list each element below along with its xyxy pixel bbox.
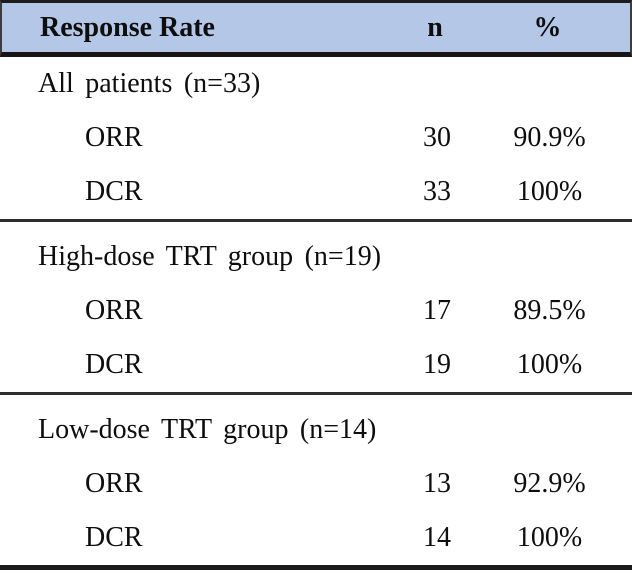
metric-label: DCR <box>85 176 143 207</box>
percent-value: 100% <box>516 522 583 553</box>
n-value: 33 <box>423 176 451 207</box>
table-row: DCR 19 100% <box>0 338 632 392</box>
table-row: DCR 14 100% <box>0 511 632 565</box>
group-label-row: High-dose TRT group (n=19) <box>0 230 632 284</box>
group-label: Low-dose TRT group (n=14) <box>38 414 377 445</box>
n-value: 30 <box>423 122 451 153</box>
group-label: All patients (n=33) <box>38 68 261 99</box>
section-all-patients: All patients (n=33) ORR 30 90.9% DCR 33 … <box>0 57 632 219</box>
metric-label: DCR <box>85 522 143 553</box>
metric-label: ORR <box>85 295 143 326</box>
table-row: DCR 33 100% <box>0 165 632 219</box>
header-response-rate: Response Rate <box>40 11 215 43</box>
header-percent: % <box>533 11 562 43</box>
table-row: ORR 13 92.9% <box>0 457 632 511</box>
n-value: 13 <box>423 468 451 499</box>
n-value: 17 <box>423 295 451 326</box>
group-label: High-dose TRT group (n=19) <box>38 241 382 272</box>
section-low-dose: Low-dose TRT group (n=14) ORR 13 92.9% D… <box>0 392 632 565</box>
metric-label: ORR <box>85 122 143 153</box>
percent-value: 89.5% <box>513 295 586 326</box>
percent-value: 100% <box>516 349 583 380</box>
metric-label: DCR <box>85 349 143 380</box>
percent-value: 92.9% <box>513 468 586 499</box>
table-row: ORR 17 89.5% <box>0 284 632 338</box>
n-value: 19 <box>423 349 451 380</box>
group-label-row: Low-dose TRT group (n=14) <box>0 403 632 457</box>
table-header-row: Response Rate n % <box>0 0 632 57</box>
header-n: n <box>427 11 443 43</box>
metric-label: ORR <box>85 468 143 499</box>
group-label-row: All patients (n=33) <box>0 57 632 111</box>
section-high-dose: High-dose TRT group (n=19) ORR 17 89.5% … <box>0 219 632 392</box>
n-value: 14 <box>423 522 451 553</box>
table-row: ORR 30 90.9% <box>0 111 632 165</box>
percent-value: 100% <box>516 176 583 207</box>
percent-value: 90.9% <box>513 122 586 153</box>
